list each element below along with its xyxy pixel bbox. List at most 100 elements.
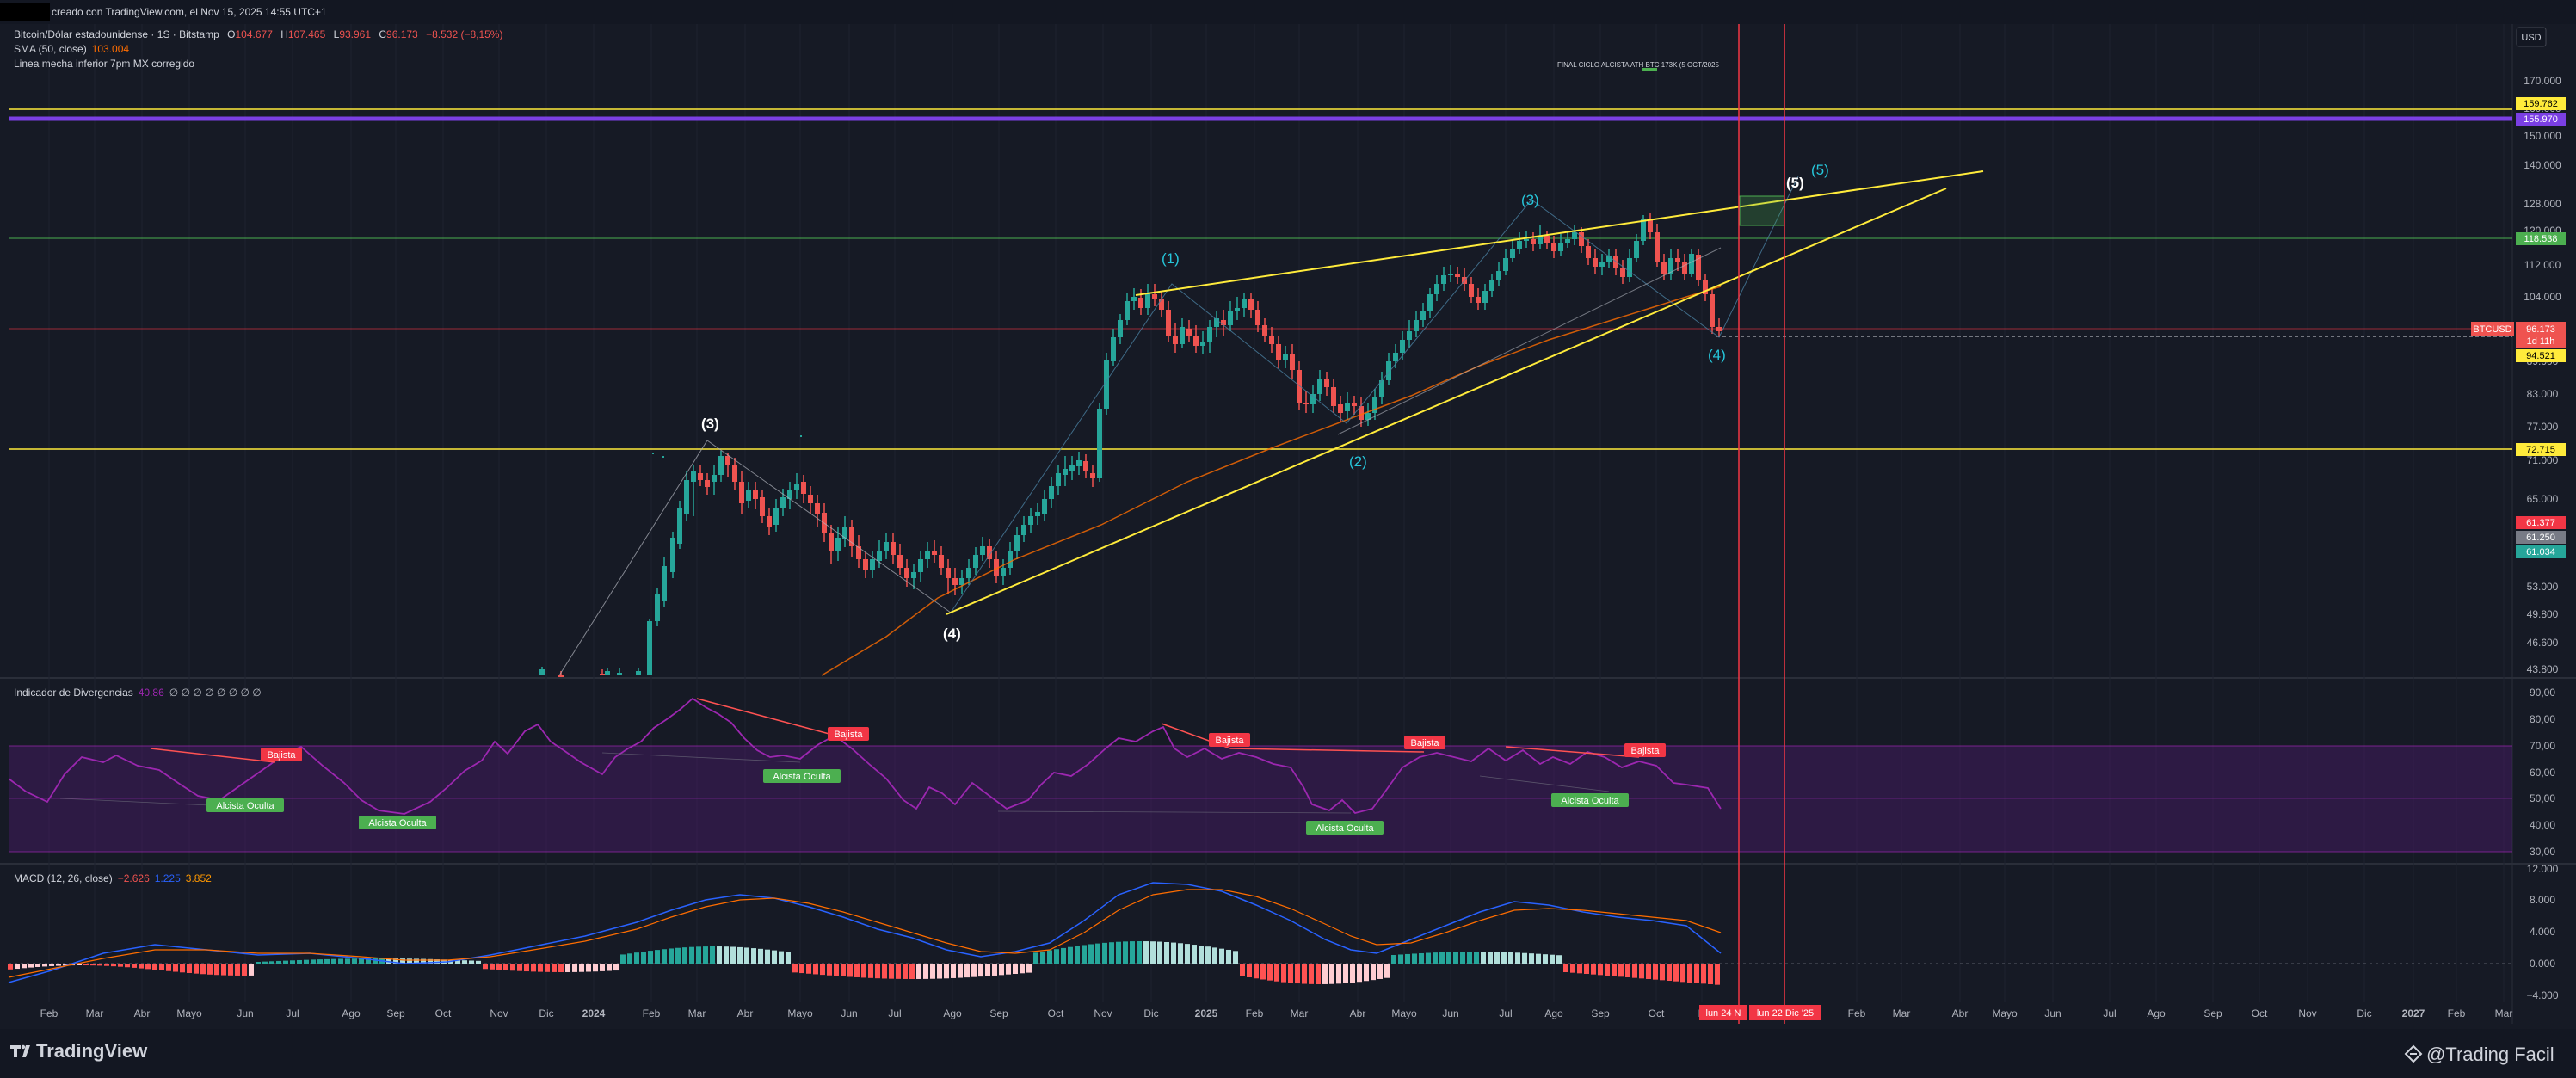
candle-body[interactable] <box>1008 551 1013 568</box>
candle-body[interactable] <box>1420 311 1426 320</box>
candle-body[interactable] <box>718 456 724 475</box>
candle-body[interactable] <box>1386 361 1391 380</box>
candle-body[interactable] <box>1441 275 1446 284</box>
candle-body[interactable] <box>1572 232 1577 239</box>
candle-body[interactable] <box>600 674 605 675</box>
candle-body[interactable] <box>1131 297 1137 301</box>
candle-body[interactable] <box>539 669 545 675</box>
candle-body[interactable] <box>1297 370 1302 403</box>
candle-body[interactable] <box>1269 336 1274 344</box>
candle-body[interactable] <box>1393 353 1398 361</box>
candle-body[interactable] <box>1531 239 1536 244</box>
sma-50-line[interactable] <box>821 286 1722 676</box>
candlestick-series[interactable] <box>539 213 1722 677</box>
wave-label-1[interactable]: (1) <box>1162 250 1180 267</box>
candle-body[interactable] <box>1551 243 1556 251</box>
candle-body[interactable] <box>1696 255 1701 280</box>
candle-body[interactable] <box>1262 325 1267 336</box>
candle-body[interactable] <box>1434 284 1439 294</box>
divergence-badge[interactable] <box>206 798 284 812</box>
candle-body[interactable] <box>1448 274 1453 275</box>
candle-body[interactable] <box>1076 460 1082 466</box>
candle-body[interactable] <box>605 671 610 675</box>
candle-body[interactable] <box>739 482 744 503</box>
wave-label-4-blue[interactable]: (4) <box>1708 347 1726 363</box>
candle-body[interactable] <box>558 675 564 677</box>
candle-body[interactable] <box>1035 512 1040 516</box>
candle-body[interactable] <box>1345 403 1350 411</box>
candle-body[interactable] <box>1648 219 1653 232</box>
candle-body[interactable] <box>1613 256 1618 268</box>
candle-body[interactable] <box>884 542 889 551</box>
divergence-badge[interactable] <box>763 769 841 783</box>
candle-body[interactable] <box>1352 403 1357 406</box>
div-line-bear-1[interactable] <box>150 748 276 763</box>
wave-label-4-white[interactable]: (4) <box>943 625 961 642</box>
candle-body[interactable] <box>1235 308 1240 311</box>
price-axis[interactable]: 170.000160.000150.000140.000128.000120.0… <box>2524 75 2561 675</box>
divergence-badge[interactable] <box>828 727 869 741</box>
wave-label-5-blue[interactable]: (5) <box>1811 162 1829 178</box>
div-line-bear-5[interactable] <box>1505 746 1640 758</box>
candle-body[interactable] <box>1655 232 1660 262</box>
candle-body[interactable] <box>980 546 985 555</box>
candle-body[interactable] <box>1056 473 1061 486</box>
candle-body[interactable] <box>987 546 992 559</box>
candle-body[interactable] <box>1242 299 1247 308</box>
price-badges[interactable]: 159.762 155.970 118.538 BTCUSD 96.173 1d… <box>2471 97 2566 558</box>
wave-label-2[interactable]: (2) <box>1349 453 1367 470</box>
candle-body[interactable] <box>1028 516 1033 525</box>
candle-body[interactable] <box>1703 280 1708 294</box>
candle-body[interactable] <box>712 475 717 482</box>
candle-body[interactable] <box>1414 320 1419 331</box>
candle-body[interactable] <box>842 527 847 539</box>
candle-body[interactable] <box>1310 394 1316 404</box>
candle-body[interactable] <box>1159 299 1164 310</box>
candle-body[interactable] <box>952 578 958 585</box>
divergence-badge[interactable] <box>1624 743 1666 757</box>
candle-body[interactable] <box>636 671 641 675</box>
candle-body[interactable] <box>1716 327 1722 331</box>
candle-body[interactable] <box>1400 340 1405 353</box>
candle-body[interactable] <box>1111 337 1116 361</box>
candle-body[interactable] <box>911 572 916 578</box>
candle-body[interactable] <box>801 482 806 494</box>
candle-body[interactable] <box>870 559 875 570</box>
osc-axis[interactable]: 90,00 80,00 70,00 60,00 50,00 40,00 30,00 <box>2530 687 2555 858</box>
candle-body[interactable] <box>1427 294 1433 311</box>
wave-label-3-white[interactable]: (3) <box>701 416 719 432</box>
candle-body[interactable] <box>1317 379 1322 394</box>
time-badge-1[interactable] <box>1699 1005 1747 1020</box>
divergence-badge[interactable] <box>1551 793 1629 807</box>
candle-body[interactable] <box>1049 486 1054 499</box>
candle-body[interactable] <box>1104 360 1109 409</box>
candle-body[interactable] <box>1283 354 1288 360</box>
candle-body[interactable] <box>1186 329 1192 336</box>
candle-body[interactable] <box>1620 268 1625 277</box>
candle-body[interactable] <box>767 516 772 527</box>
candle-body[interactable] <box>1303 403 1309 404</box>
candle-body[interactable] <box>1359 406 1364 420</box>
div-line-bear-2[interactable] <box>696 698 840 737</box>
candle-body[interactable] <box>662 566 667 601</box>
candle-body[interactable] <box>815 503 820 514</box>
candle-body[interactable] <box>891 542 896 555</box>
candle-body[interactable] <box>1255 310 1260 325</box>
candle-body[interactable] <box>877 551 882 561</box>
annotation-ath-text[interactable]: FINAL CICLO ALCISTA ATH BTC 173K (5 OCT/… <box>1557 61 1719 69</box>
candle-body[interactable] <box>918 559 923 572</box>
candle-body[interactable] <box>677 508 682 544</box>
candle-body[interactable] <box>1489 280 1494 291</box>
candle-body[interactable] <box>925 551 930 559</box>
candle-body[interactable] <box>670 538 675 572</box>
candle-body[interactable] <box>647 621 652 675</box>
candle-body[interactable] <box>617 673 622 675</box>
candle-body[interactable] <box>794 484 799 490</box>
candle-body[interactable] <box>691 471 696 482</box>
candle-body[interactable] <box>1579 232 1584 246</box>
macd-line[interactable] <box>8 882 1722 983</box>
tradingview-logo[interactable]: TradingView <box>10 1040 148 1062</box>
candle-body[interactable] <box>1586 246 1591 258</box>
candle-body[interactable] <box>946 568 951 578</box>
